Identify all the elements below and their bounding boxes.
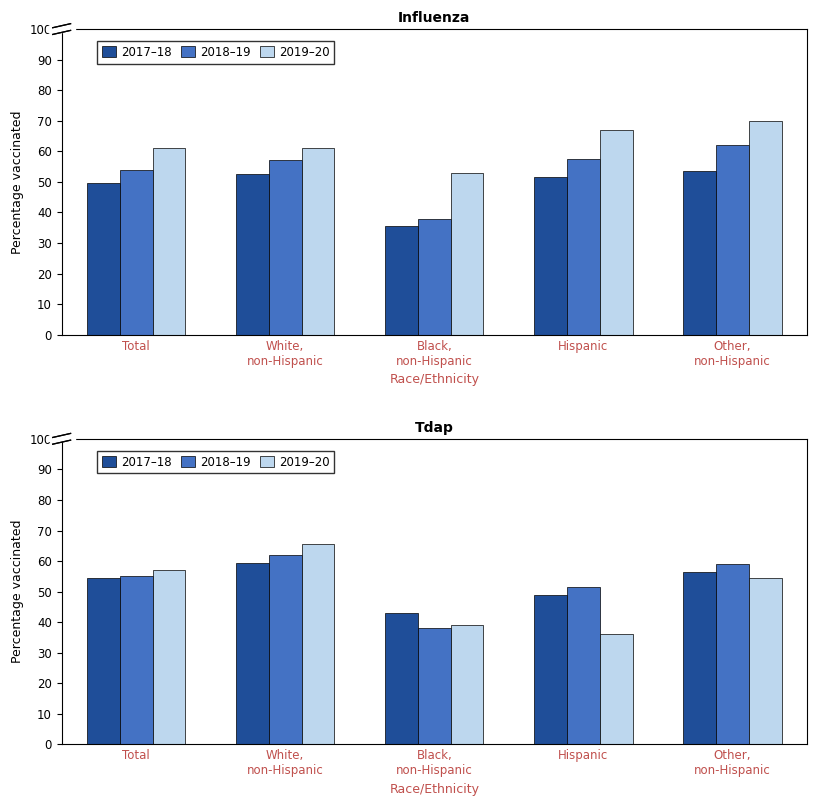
Bar: [385, 613, 418, 745]
Bar: [87, 183, 119, 335]
X-axis label: Race/Ethnicity: Race/Ethnicity: [389, 783, 479, 796]
Bar: [748, 578, 781, 745]
Bar: [600, 130, 632, 335]
Bar: [269, 161, 302, 335]
Title: Influenza: Influenza: [398, 11, 470, 25]
X-axis label: Race/Ethnicity: Race/Ethnicity: [389, 373, 479, 386]
Bar: [236, 174, 269, 335]
Bar: [418, 629, 451, 745]
Bar: [153, 571, 186, 745]
Bar: [451, 625, 483, 745]
Y-axis label: Percentage vaccinated: Percentage vaccinated: [11, 110, 24, 253]
Legend: 2017–18, 2018–19, 2019–20: 2017–18, 2018–19, 2019–20: [97, 451, 335, 473]
Bar: [119, 576, 153, 745]
Bar: [451, 173, 483, 335]
Bar: [534, 178, 567, 335]
Bar: [716, 564, 748, 745]
Legend: 2017–18, 2018–19, 2019–20: 2017–18, 2018–19, 2019–20: [97, 41, 335, 64]
Bar: [418, 219, 451, 335]
Bar: [385, 226, 418, 335]
Bar: [567, 159, 600, 335]
Bar: [269, 555, 302, 745]
Bar: [748, 121, 781, 335]
Bar: [87, 578, 119, 745]
Bar: [716, 145, 748, 335]
Bar: [48, 27, 75, 31]
Bar: [534, 595, 567, 745]
Y-axis label: Percentage vaccinated: Percentage vaccinated: [11, 520, 24, 663]
Bar: [683, 572, 716, 745]
Bar: [302, 544, 335, 745]
Bar: [302, 148, 335, 335]
Title: Tdap: Tdap: [415, 421, 454, 435]
Bar: [153, 148, 186, 335]
Bar: [48, 436, 75, 441]
Bar: [119, 169, 153, 335]
Bar: [683, 171, 716, 335]
Bar: [236, 562, 269, 745]
Bar: [600, 634, 632, 745]
Bar: [567, 587, 600, 745]
